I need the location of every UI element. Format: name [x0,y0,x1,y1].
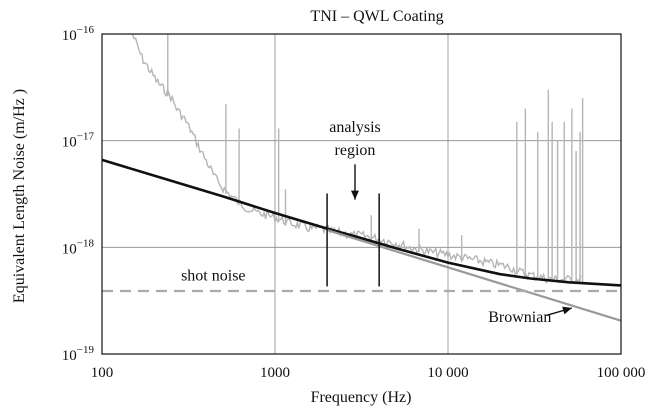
y-tick-label: 10−16 [62,24,95,44]
annotation-layer: analysis region shot noise Brownian [181,119,573,326]
x-tick-label: 1000 [260,365,290,381]
measured-noise-line [131,33,582,285]
y-axis-label-suffix: ) [11,89,28,98]
x-tick-label: 10 000 [427,365,468,381]
y-tick-label: 10−17 [62,131,95,151]
series-layer [101,33,622,322]
brownian-arrow [546,306,573,317]
tick-labels: 100 1000 10 000 100 000 10−19 10−18 10−17 10−16 [62,24,646,381]
y-axis-label: Equivalent Length Noise (m/Hz ) [11,89,28,303]
brownian-noise-line [326,229,622,322]
region-label: region [335,142,376,159]
y-tick-label: 10−18 [62,237,95,257]
grid-lines [102,34,621,354]
brownian-label: Brownian [488,309,551,326]
x-tick-label: 100 000 [597,365,646,381]
shot-noise-label: shot noise [181,267,245,284]
chart-title: TNI – QWL Coating [310,8,443,25]
total-noise-model-line [101,158,622,287]
svg-text:Equivalent Length Noise (m/Hz: Equivalent Length Noise (m/Hz ) [11,89,28,303]
analysis-label: analysis [329,119,381,136]
y-axis-label-prefix: Equivalent Length Noise (m/ [11,116,28,303]
y-axis-label-radicand: Hz [11,98,28,117]
x-axis-label: Frequency (Hz) [311,389,412,406]
x-tick-label: 100 [91,365,114,381]
y-tick-label: 10−19 [62,344,95,364]
plot-frame [101,33,622,355]
